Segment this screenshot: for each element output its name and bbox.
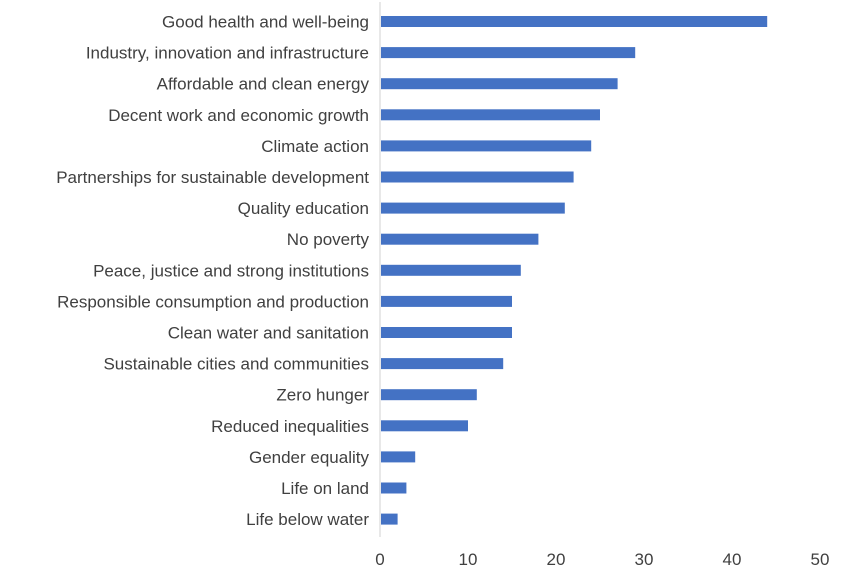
bar: [381, 78, 618, 90]
bar: [381, 389, 477, 401]
bar: [381, 295, 512, 307]
category-label: Life below water: [246, 510, 369, 529]
category-label: Decent work and economic growth: [108, 106, 369, 125]
bar: [381, 140, 592, 152]
bars-group: [381, 16, 768, 525]
category-label: Quality education: [238, 199, 369, 218]
x-tick-label: 10: [459, 550, 478, 569]
category-label: Partnerships for sustainable development: [56, 168, 369, 187]
bar: [381, 451, 416, 463]
category-label: Zero hunger: [276, 386, 369, 405]
category-label: Life on land: [281, 479, 369, 498]
bar: [381, 327, 512, 338]
bar: [381, 109, 600, 121]
category-label: Peace, justice and strong institutions: [93, 261, 369, 280]
bar: [381, 202, 565, 214]
bar: [381, 482, 407, 494]
bar: [381, 47, 636, 59]
category-label: Good health and well-being: [162, 13, 369, 32]
bar: [381, 358, 504, 370]
x-tick-label: 0: [375, 550, 384, 569]
category-label: Industry, innovation and infrastructure: [86, 44, 369, 63]
x-tick-label: 50: [811, 550, 830, 569]
category-label: Reduced inequalities: [211, 417, 369, 436]
category-label: Sustainable cities and communities: [103, 355, 369, 374]
category-label: Affordable and clean energy: [157, 75, 370, 94]
bar: [381, 233, 539, 245]
x-tick-label: 20: [547, 550, 566, 569]
category-label: Climate action: [261, 137, 369, 156]
bar: [381, 16, 768, 27]
x-tick-label: 30: [635, 550, 654, 569]
bar: [381, 513, 398, 525]
category-label: Gender equality: [249, 448, 370, 467]
category-label: Responsible consumption and production: [57, 292, 369, 311]
bar: [381, 171, 574, 183]
bar: [381, 264, 521, 276]
category-labels: Good health and well-being Industry, inno…: [56, 13, 369, 530]
x-tick-label: 40: [723, 550, 742, 569]
category-label: Clean water and sanitation: [168, 324, 369, 343]
x-tick-labels: 0 10 20 30 40 50: [375, 550, 829, 569]
category-label: No poverty: [287, 230, 370, 249]
bar: [381, 420, 468, 432]
